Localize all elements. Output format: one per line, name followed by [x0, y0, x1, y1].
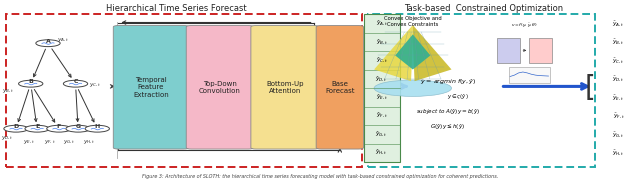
Text: D: D	[13, 124, 19, 129]
Text: $\hat{y}_{A,t}$: $\hat{y}_{A,t}$	[376, 19, 388, 28]
Text: Bottom-Up
Attention: Bottom-Up Attention	[266, 81, 303, 94]
Text: $y \in \varsigma(\hat{y})$: $y \in \varsigma(\hat{y})$	[447, 92, 468, 102]
Text: E: E	[35, 124, 39, 129]
Text: F: F	[57, 124, 61, 129]
Text: $G(\hat{y})y \leq h(\hat{y})$: $G(\hat{y})y \leq h(\hat{y})$	[431, 122, 465, 132]
Bar	[529, 38, 552, 63]
Text: $y_{G,t}$: $y_{G,t}$	[63, 139, 76, 146]
Text: Convex Objective and
Convex Constraints: Convex Objective and Convex Constraints	[384, 16, 442, 27]
Circle shape	[85, 125, 109, 132]
Text: H: H	[95, 124, 100, 129]
Text: $y_{C,t}$: $y_{C,t}$	[88, 82, 101, 89]
Circle shape	[36, 40, 60, 47]
Text: $\hat{y}_{C,t}$: $\hat{y}_{C,t}$	[376, 56, 388, 65]
FancyBboxPatch shape	[251, 26, 319, 149]
FancyBboxPatch shape	[316, 26, 364, 149]
Text: $\bar{y}_{E,t}$: $\bar{y}_{E,t}$	[612, 93, 625, 102]
Bar	[509, 67, 550, 83]
Text: B: B	[28, 79, 33, 84]
Text: $\bar{y}_{D,t}$: $\bar{y}_{D,t}$	[612, 75, 625, 83]
Polygon shape	[374, 25, 413, 81]
Polygon shape	[396, 34, 430, 69]
Text: $\tilde{y}$ = argmin $f(y, \hat{y})$: $\tilde{y}$ = argmin $f(y, \hat{y})$	[420, 77, 476, 87]
Text: $\hat{y}_{D,t}$: $\hat{y}_{D,t}$	[376, 74, 388, 84]
FancyBboxPatch shape	[186, 26, 253, 149]
Text: $y_{D,t}$: $y_{D,t}$	[1, 135, 14, 142]
Text: Base
Forecast: Base Forecast	[325, 81, 355, 94]
Text: $y_{B,t}$: $y_{B,t}$	[2, 87, 15, 95]
Text: $y_{F,t}$: $y_{F,t}$	[44, 139, 56, 146]
Text: $\hat{y}_{H,t}$: $\hat{y}_{H,t}$	[376, 148, 388, 157]
Text: Hierarchical Time Series Forecast: Hierarchical Time Series Forecast	[106, 4, 246, 13]
Text: $y_{E,t}$: $y_{E,t}$	[24, 139, 35, 146]
Text: $\hat{y}_{B,t}$: $\hat{y}_{B,t}$	[376, 37, 388, 47]
Text: C: C	[73, 79, 78, 84]
Text: $\bar{y}_{H,t}$: $\bar{y}_{H,t}$	[612, 148, 625, 157]
Bar	[368, 14, 595, 167]
Text: $\bar{y}_{B,t}$: $\bar{y}_{B,t}$	[612, 38, 625, 46]
Circle shape	[19, 80, 43, 87]
Text: Temporal
Feature
Extraction: Temporal Feature Extraction	[133, 77, 169, 98]
Text: $\bar{y}_{A,t}$: $\bar{y}_{A,t}$	[612, 19, 625, 28]
Text: Task-based  Constrained Optimization: Task-based Constrained Optimization	[404, 4, 563, 13]
Text: $\hat{y}_{E,t}$: $\hat{y}_{E,t}$	[376, 93, 388, 102]
Circle shape	[63, 80, 88, 87]
Text: subject to $A(\hat{y})y = b(\hat{y})$: subject to $A(\hat{y})y = b(\hat{y})$	[416, 108, 480, 117]
Ellipse shape	[374, 80, 452, 96]
Circle shape	[47, 125, 71, 132]
Text: [: [	[584, 74, 595, 102]
Text: Top-Down
Convolution: Top-Down Convolution	[199, 81, 241, 94]
Circle shape	[4, 125, 28, 132]
Text: $\bar{y}_{F,t}$: $\bar{y}_{F,t}$	[612, 112, 625, 120]
Circle shape	[66, 125, 90, 132]
Bar	[6, 14, 362, 167]
Text: Figure 3: Architecture of SLOTH: the hierarchical time series forecasting model : Figure 3: Architecture of SLOTH: the hie…	[142, 174, 498, 179]
Text: $\bar{y}_{G,t}$: $\bar{y}_{G,t}$	[612, 130, 625, 139]
Text: $v = f(y, \hat{y}, \theta)$: $v = f(y, \hat{y}, \theta)$	[511, 22, 538, 30]
Polygon shape	[413, 25, 452, 81]
Text: A: A	[45, 39, 51, 44]
Text: $y_{A,t}$: $y_{A,t}$	[56, 37, 69, 44]
Text: $\hat{y}_{G,t}$: $\hat{y}_{G,t}$	[376, 130, 388, 139]
Text: $\hat{y}_{F,t}$: $\hat{y}_{F,t}$	[376, 111, 388, 120]
Text: $\bar{y}_{C,t}$: $\bar{y}_{C,t}$	[612, 56, 625, 65]
Bar	[497, 38, 520, 63]
FancyBboxPatch shape	[113, 26, 189, 149]
Circle shape	[25, 125, 49, 132]
Text: $y_{H,t}$: $y_{H,t}$	[83, 139, 96, 146]
Text: G: G	[76, 124, 81, 129]
Bar	[364, 14, 400, 162]
